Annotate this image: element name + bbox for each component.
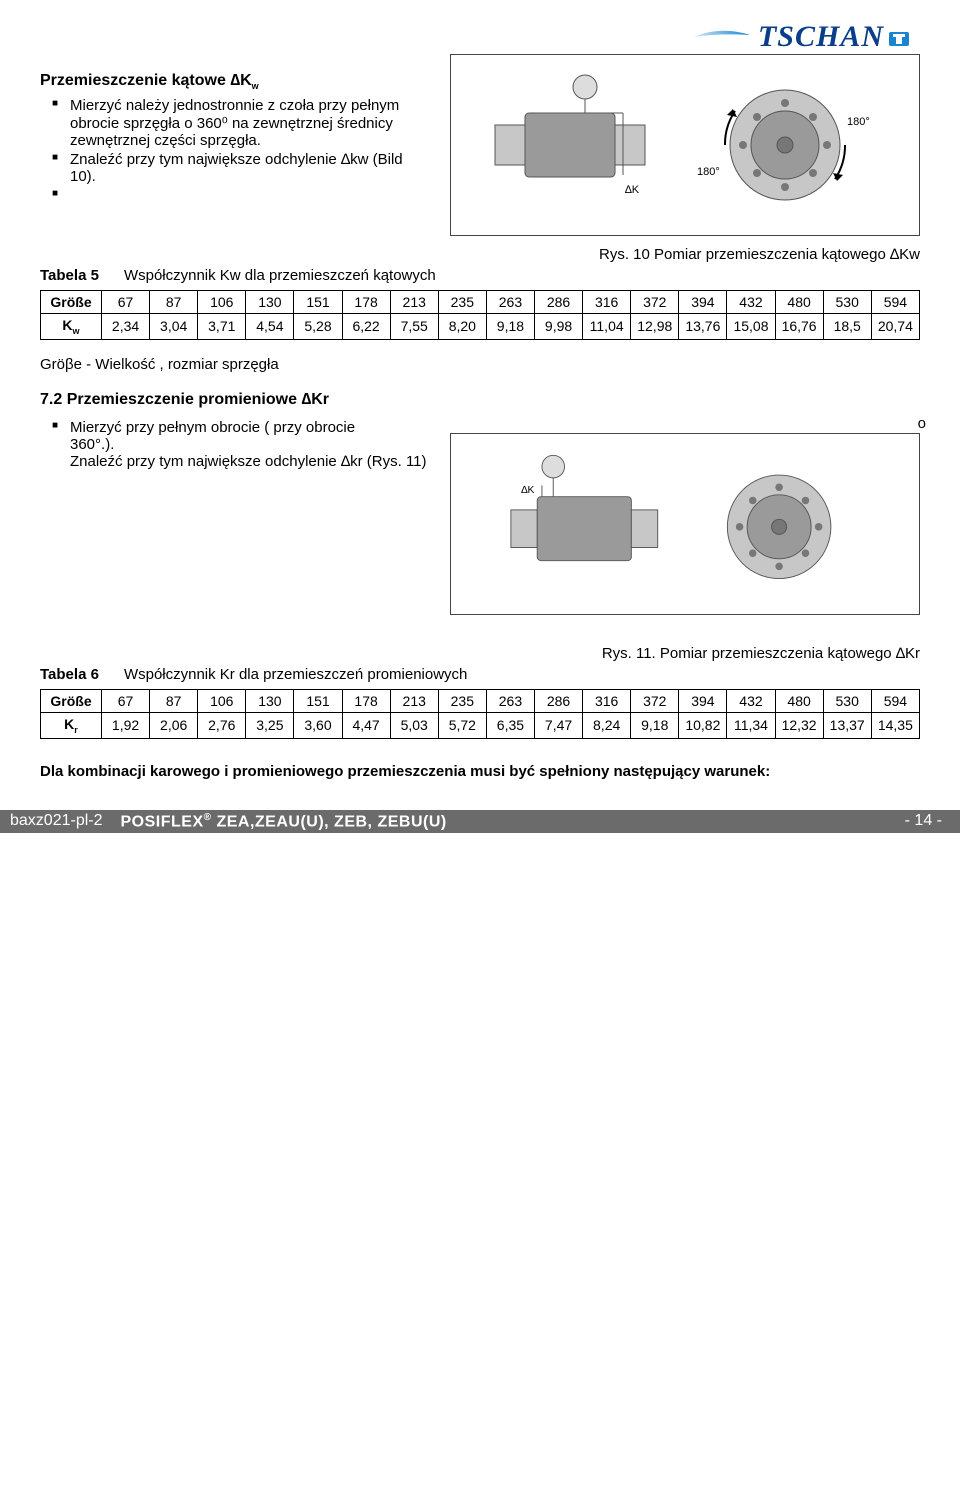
svg-text:∆K: ∆K [521,485,534,496]
kw-bullet-1: Mierzyć należy jednostronnie z czoła prz… [56,97,430,149]
kr-bullet-1: Mierzyć przy pełnym obrocie ( przy obroc… [56,419,430,470]
brand-name: TSCHAN [758,20,910,54]
table5-label: Tabela 5 Współczynnik Kw dla przemieszcz… [40,267,920,284]
delta-kw-label: ∆K [625,184,640,196]
svg-text:180°: 180° [847,116,870,128]
heading-kr: 7.2 Przemieszczenie promieniowe ∆Kr [40,391,920,409]
table-5: Größe67871061301511782132352632863163723… [40,290,920,340]
footer-pageno: - 14 - [905,812,942,830]
brand-logo: TSCHAN [40,20,920,54]
closing-note: Dla kombinacji karowego i promieniowego … [40,763,920,780]
footer-product: POSIFLEX® ZEA,ZEAU(U), ZEB, ZEBU(U) [121,812,447,831]
brand-mark-icon [888,27,910,49]
table6-label: Tabela 6 Współczynnik Kr dla przemieszcz… [40,666,920,683]
fig11-caption: Rys. 11. Pomiar przemieszczenia kątowego… [40,645,920,662]
footer-doccode: baxz021-pl-2 [10,812,103,830]
kr-bullets: Mierzyć przy pełnym obrocie ( przy obroc… [40,419,430,470]
kw-bullets: Mierzyć należy jednostronnie z czoła prz… [40,97,430,185]
swoosh-icon [692,26,752,48]
table-6: Größe67871061301511782132352632863163723… [40,689,920,739]
svg-text:180°: 180° [697,166,720,178]
kw-bullet-2: Znaleźć przy tym największe odchylenie ∆… [56,151,430,185]
kr-trailing-o: o [918,415,926,432]
grosse-note: Gröβe - Wielkość , rozmiar sprzęgła [40,356,920,373]
heading-kw: Przemieszczenie kątowe ∆Kw [40,72,430,91]
fig10-caption: Rys. 10 Pomiar przemieszczenia kątowego … [40,246,920,263]
page-footer: baxz021-pl-2 POSIFLEX® ZEA,ZEAU(U), ZEB,… [0,810,960,833]
figure-11: ∆K [450,433,920,615]
figure-10: ∆K 180° 180° [450,54,920,236]
